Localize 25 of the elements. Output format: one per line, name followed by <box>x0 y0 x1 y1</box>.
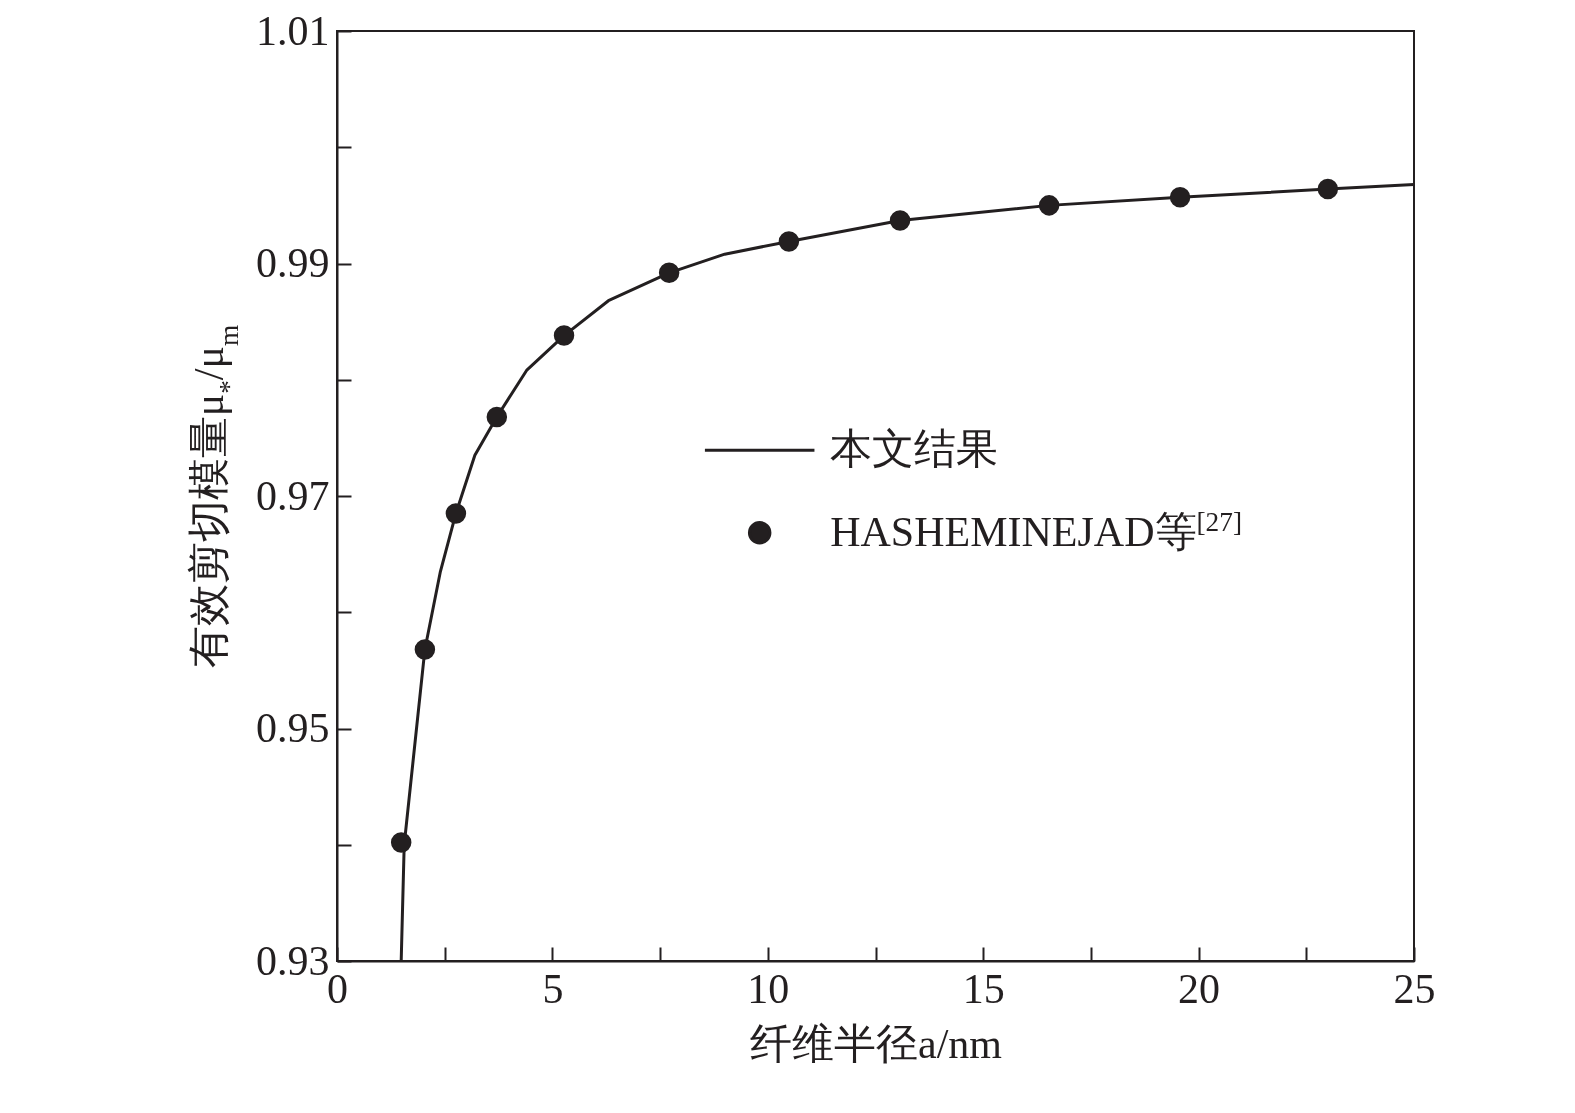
point <box>553 325 575 346</box>
x-tick-label: 10 <box>747 965 790 1012</box>
y-tick-label: 0.93 <box>256 937 330 984</box>
x-tick-label: 15 <box>962 965 1005 1012</box>
point <box>658 262 680 284</box>
y-tick-label: 1.01 <box>256 7 330 54</box>
legend-label: HASHEMINEJAD等$^{[27]}$ <box>830 506 1243 555</box>
point <box>1038 195 1060 216</box>
point <box>445 503 467 524</box>
point <box>1169 187 1191 208</box>
point <box>778 231 800 252</box>
point <box>889 210 911 231</box>
y-tick-label: 0.99 <box>256 240 330 286</box>
point <box>486 406 508 428</box>
x-tick-label: 25 <box>1393 965 1436 1012</box>
x-tick-label: 20 <box>1178 965 1221 1012</box>
y-tick-label: 0.95 <box>256 705 330 751</box>
x-tick-label: 5 <box>542 965 564 1012</box>
y-tick-label: 0.97 <box>256 472 330 519</box>
legend-label: 本文结果 <box>830 426 999 473</box>
x-tick-label: 0 <box>327 965 348 1012</box>
point <box>414 639 436 660</box>
point <box>1317 178 1339 200</box>
x-axis-title: 纤维半径a/nm <box>750 1020 1003 1067</box>
point <box>390 832 412 853</box>
